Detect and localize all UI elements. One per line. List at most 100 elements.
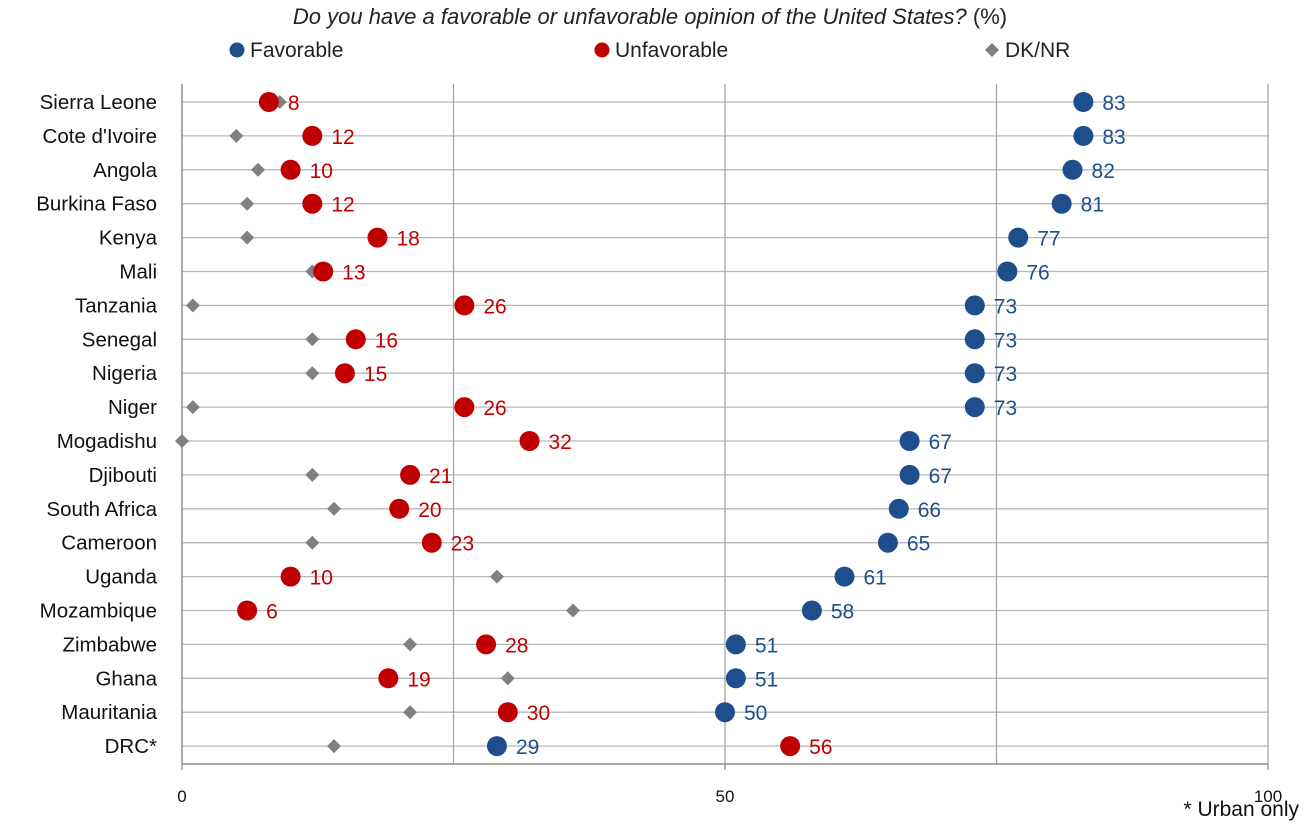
category-label: Cameroon xyxy=(61,532,157,555)
data-label: 10 xyxy=(310,567,333,590)
unfavorable-point xyxy=(280,566,301,587)
data-label: 12 xyxy=(331,126,354,149)
dknr-point xyxy=(240,230,255,245)
category-label: Djibouti xyxy=(89,464,157,487)
data-label: 6 xyxy=(266,601,278,624)
unfavorable-point xyxy=(389,498,410,519)
data-label: 12 xyxy=(331,194,354,217)
data-label: 76 xyxy=(1026,262,1049,285)
data-label: 15 xyxy=(364,363,387,386)
dknr-point xyxy=(240,196,255,211)
x-tick-label: 0 xyxy=(177,787,186,806)
data-label: 26 xyxy=(483,295,506,318)
unfavorable-point xyxy=(780,736,801,757)
category-label: Senegal xyxy=(82,328,157,351)
chart-title-text: Do you have a favorable or unfavorable o… xyxy=(292,4,967,29)
category-label: Ghana xyxy=(95,667,157,690)
dknr-point xyxy=(305,332,320,347)
legend-item: Unfavorable xyxy=(594,39,728,62)
x-tick-label: 50 xyxy=(716,787,735,806)
category-label: Niger xyxy=(108,396,157,419)
data-label: 18 xyxy=(396,228,419,251)
favorable-point xyxy=(1073,125,1094,146)
data-label: 16 xyxy=(375,329,398,352)
data-label: 81 xyxy=(1081,194,1104,217)
dknr-point xyxy=(229,128,244,143)
dknr-point xyxy=(565,603,580,618)
data-label: 50 xyxy=(744,702,767,725)
favorable-point xyxy=(1051,193,1072,214)
legend-circle-marker xyxy=(229,42,245,58)
favorable-point xyxy=(888,498,909,519)
data-label: 8 xyxy=(288,92,300,115)
favorable-point xyxy=(1062,159,1083,180)
data-label: 29 xyxy=(516,736,539,759)
legend-diamond-marker xyxy=(985,43,999,57)
favorable-point xyxy=(1073,92,1094,112)
unfavorable-point xyxy=(497,702,518,723)
legend-label: DK/NR xyxy=(1005,39,1070,62)
data-label: 20 xyxy=(418,499,441,522)
unfavorable-point xyxy=(378,668,399,689)
data-label: 13 xyxy=(342,262,365,285)
category-label: Cote d'Ivoire xyxy=(43,125,157,148)
dknr-point xyxy=(185,400,200,415)
data-label: 67 xyxy=(929,431,952,454)
unfavorable-point xyxy=(454,295,475,316)
legend: Favorable Unfavorable DK/NR xyxy=(229,39,1070,62)
grid xyxy=(182,84,1269,764)
favorable-point xyxy=(834,566,855,587)
footnote: * Urban only xyxy=(1183,798,1299,821)
data-label: 77 xyxy=(1037,228,1060,251)
data-label: 73 xyxy=(994,295,1017,318)
data-label: 73 xyxy=(994,363,1017,386)
favorable-point xyxy=(997,261,1018,282)
chart-title-unit: (%) xyxy=(972,4,1008,29)
unfavorable-point xyxy=(454,397,475,418)
category-label: Angola xyxy=(93,159,157,182)
dknr-point xyxy=(403,705,418,720)
unfavorable-point xyxy=(280,159,301,180)
dknr-point xyxy=(327,739,342,754)
dknr-point xyxy=(327,501,342,516)
category-label: Mali xyxy=(119,261,157,284)
series-favorable: 83 83 82 81 77 76 73 73 73 73 67 67 66 65 61 58 51 51 50 29 xyxy=(486,92,1126,759)
favorable-point xyxy=(801,600,822,621)
data-label: 67 xyxy=(929,465,952,488)
data-label: 83 xyxy=(1102,126,1125,149)
legend-label: Favorable xyxy=(250,39,343,62)
dknr-point xyxy=(489,569,504,584)
favorable-point xyxy=(715,702,735,723)
data-label: 51 xyxy=(755,634,778,657)
unfavorable-point xyxy=(302,125,323,146)
unfavorable-point xyxy=(258,92,279,112)
dknr-point xyxy=(500,671,515,686)
data-label: 66 xyxy=(918,499,941,522)
favorable-point xyxy=(964,363,985,384)
category-label: Uganda xyxy=(85,566,157,589)
category-label: Mauritania xyxy=(61,701,157,724)
favorable-point xyxy=(964,295,985,316)
unfavorable-point xyxy=(345,329,366,350)
unfavorable-point xyxy=(302,193,323,214)
dknr-point xyxy=(305,366,320,381)
category-label: Sierra Leone xyxy=(40,91,157,114)
category-label: South Africa xyxy=(46,498,157,521)
unfavorable-point xyxy=(421,532,442,553)
dknr-point xyxy=(185,298,200,313)
dknr-point xyxy=(175,434,189,448)
unfavorable-point xyxy=(400,464,421,485)
unfavorable-point xyxy=(334,363,355,384)
favorable-point xyxy=(725,668,746,689)
marks: 8121012181326161526322120231062819305683… xyxy=(175,92,1126,759)
data-label: 73 xyxy=(994,329,1017,352)
data-label: 61 xyxy=(863,567,886,590)
favorable-point xyxy=(877,532,898,553)
favorable-point xyxy=(486,736,507,757)
data-label: 30 xyxy=(527,702,550,725)
data-label: 26 xyxy=(483,397,506,420)
favorable-point xyxy=(964,329,985,350)
data-label: 56 xyxy=(809,736,832,759)
legend-item: Favorable xyxy=(229,39,343,62)
